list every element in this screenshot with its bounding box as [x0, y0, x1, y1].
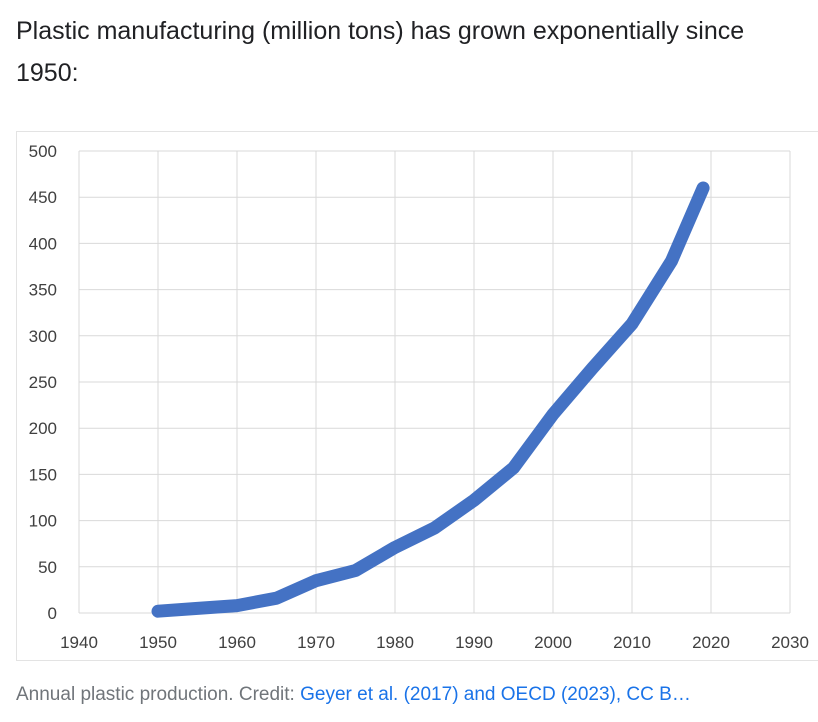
data-point-2005: [592, 367, 593, 369]
x-tick-label-1970: 1970: [297, 633, 335, 652]
x-tick-label-2000: 2000: [534, 633, 572, 652]
y-tick-label-350: 350: [29, 281, 57, 300]
data-point-2010: [631, 323, 633, 325]
y-tick-label-300: 300: [29, 327, 57, 346]
data-point-1970: [315, 580, 317, 582]
x-tick-label-1950: 1950: [139, 633, 177, 652]
production-chart: 0 50 100 150 200 250 300 350 400 450 500 1940 1950 19…: [29, 142, 809, 652]
y-tick-label-450: 450: [29, 188, 57, 207]
data-point-1950: [157, 610, 159, 612]
data-point-1980: [394, 546, 396, 548]
data-point-1990: [473, 499, 475, 501]
chart-frame: [16, 131, 818, 661]
heading: Plastic manufacturing (million tons) has…: [16, 17, 745, 87]
caption-text: Annual plastic production. Credit:: [16, 684, 301, 705]
x-tick-label-1960: 1960: [218, 633, 256, 652]
data-point-1960: [236, 605, 238, 607]
y-tick-label-50: 50: [38, 558, 57, 577]
y-tick-label-150: 150: [29, 465, 57, 484]
data-point-2019: [702, 187, 704, 189]
y-tick-label-500: 500: [29, 142, 57, 161]
x-tick-label-1990: 1990: [455, 633, 493, 652]
data-point-1975: [355, 569, 356, 571]
data-point-1995: [513, 467, 514, 469]
data-point-1965: [276, 597, 277, 599]
series-line-0: [151, 181, 710, 618]
x-tick-label-2030: 2030: [771, 633, 809, 652]
data-point-2015: [671, 260, 672, 262]
y-tick-label-100: 100: [29, 512, 57, 531]
data-point-1955: [197, 607, 198, 609]
y-tick-label-200: 200: [29, 419, 57, 438]
x-tick-label-2020: 2020: [692, 633, 730, 652]
y-tick-label-250: 250: [29, 373, 57, 392]
y-tick-label-400: 400: [29, 234, 57, 253]
x-tick-label-2010: 2010: [613, 633, 651, 652]
caption: Annual plastic production. Credit: Geyer…: [16, 684, 816, 706]
credit-link[interactable]: Geyer et al. (2017) and OECD (2023), CC …: [300, 684, 691, 705]
data-point-2000: [552, 413, 554, 415]
x-tick-label-1940: 1940: [60, 633, 98, 652]
y-tick-label-0: 0: [48, 604, 57, 623]
x-tick-label-1980: 1980: [376, 633, 414, 652]
data-point-1985: [434, 527, 435, 529]
